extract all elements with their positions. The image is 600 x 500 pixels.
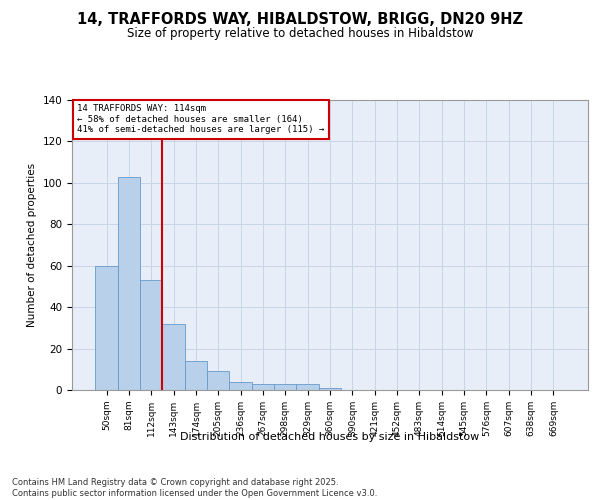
Bar: [163, 324, 185, 390]
Bar: [252, 384, 274, 390]
Bar: [140, 280, 163, 390]
Y-axis label: Number of detached properties: Number of detached properties: [27, 163, 37, 327]
Bar: [229, 382, 252, 390]
Text: Size of property relative to detached houses in Hibaldstow: Size of property relative to detached ho…: [127, 28, 473, 40]
Bar: [274, 384, 296, 390]
Bar: [95, 266, 118, 390]
Bar: [118, 176, 140, 390]
Text: 14 TRAFFORDS WAY: 114sqm
← 58% of detached houses are smaller (164)
41% of semi-: 14 TRAFFORDS WAY: 114sqm ← 58% of detach…: [77, 104, 325, 134]
Text: Contains HM Land Registry data © Crown copyright and database right 2025.
Contai: Contains HM Land Registry data © Crown c…: [12, 478, 377, 498]
Bar: [185, 361, 207, 390]
Bar: [296, 384, 319, 390]
Text: 14, TRAFFORDS WAY, HIBALDSTOW, BRIGG, DN20 9HZ: 14, TRAFFORDS WAY, HIBALDSTOW, BRIGG, DN…: [77, 12, 523, 28]
Bar: [207, 372, 229, 390]
Text: Distribution of detached houses by size in Hibaldstow: Distribution of detached houses by size …: [181, 432, 479, 442]
Bar: [319, 388, 341, 390]
